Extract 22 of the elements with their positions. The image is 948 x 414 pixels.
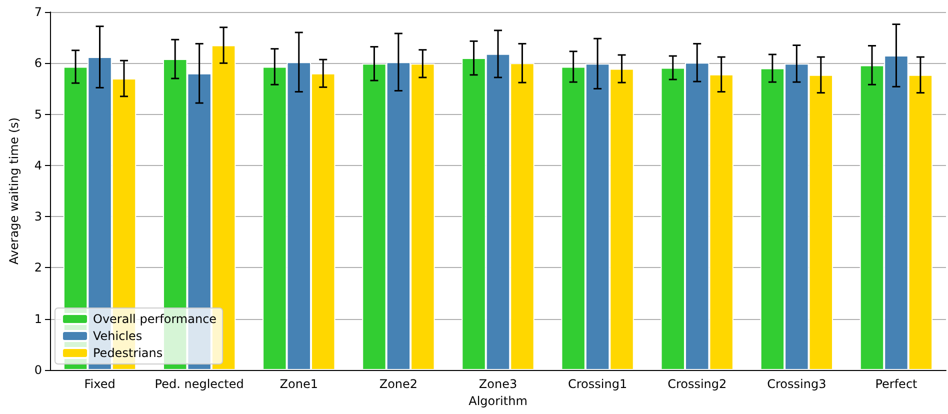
x-tick-label: Zone1 — [280, 377, 318, 391]
legend-label: Pedestrians — [93, 346, 163, 360]
x-axis-title: Algorithm — [468, 394, 528, 408]
y-axis-title: Average waiting time (s) — [7, 117, 21, 265]
legend-label: Vehicles — [93, 329, 142, 343]
x-tick-label: Zone3 — [478, 377, 518, 391]
x-tick-label: Crossing1 — [568, 377, 628, 391]
x-tick-label: Zone2 — [379, 377, 418, 391]
x-tick-label: Fixed — [84, 377, 116, 391]
y-tick-label: 4 — [34, 158, 42, 172]
y-tick-label: 1 — [34, 312, 42, 326]
y-tick-label: 3 — [34, 210, 42, 224]
y-tick-label: 6 — [34, 56, 42, 70]
x-tick-label: Crossing2 — [668, 377, 727, 391]
x-tick-label: Perfect — [875, 377, 918, 391]
x-tick-label: Ped. neglected — [154, 377, 244, 391]
y-tick-label: 5 — [34, 107, 42, 122]
x-tick-label: Crossing3 — [767, 377, 826, 391]
legend-label: Overall performance — [93, 312, 217, 326]
y-tick-label: 2 — [34, 260, 42, 275]
y-tick-label: 0 — [34, 363, 42, 377]
y-tick-label: 7 — [34, 5, 42, 19]
